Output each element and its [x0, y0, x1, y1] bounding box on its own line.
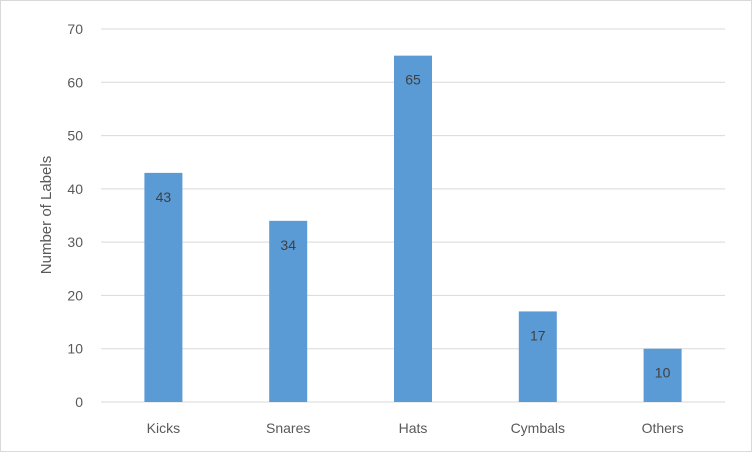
y-axis-title: Number of Labels [38, 156, 55, 274]
y-tick-label: 30 [67, 234, 83, 250]
data-label-cymbals: 17 [530, 327, 546, 343]
bar-kicks [144, 172, 183, 402]
data-label-kicks: 43 [156, 189, 172, 205]
y-tick-label: 50 [67, 128, 83, 144]
y-tick-label: 20 [67, 287, 83, 303]
bar-others [643, 348, 682, 402]
x-tick-labels: Kicks Snares Hats Cymbals Others [147, 420, 684, 436]
y-tick-labels: 0 10 20 30 40 50 60 70 [67, 21, 83, 410]
y-tick-label: 70 [67, 21, 83, 37]
x-tick-label-hats: Hats [399, 420, 428, 436]
data-labels: 43 34 65 17 10 [156, 72, 671, 381]
bar-hats [394, 55, 432, 403]
y-tick-label: 60 [67, 74, 83, 90]
y-tick-label: 40 [67, 181, 83, 197]
data-label-hats: 65 [405, 72, 421, 88]
y-tick-label: 0 [75, 394, 83, 410]
data-label-others: 10 [655, 365, 671, 381]
y-tick-label: 10 [67, 341, 83, 357]
bar-cymbals [518, 311, 557, 402]
x-tick-label-snares: Snares [266, 420, 310, 436]
x-tick-label-cymbals: Cymbals [511, 420, 565, 436]
bars [144, 55, 682, 403]
bar-snares [269, 220, 308, 402]
x-tick-label-others: Others [642, 420, 684, 436]
data-label-snares: 34 [280, 237, 296, 253]
x-tick-label-kicks: Kicks [147, 420, 180, 436]
